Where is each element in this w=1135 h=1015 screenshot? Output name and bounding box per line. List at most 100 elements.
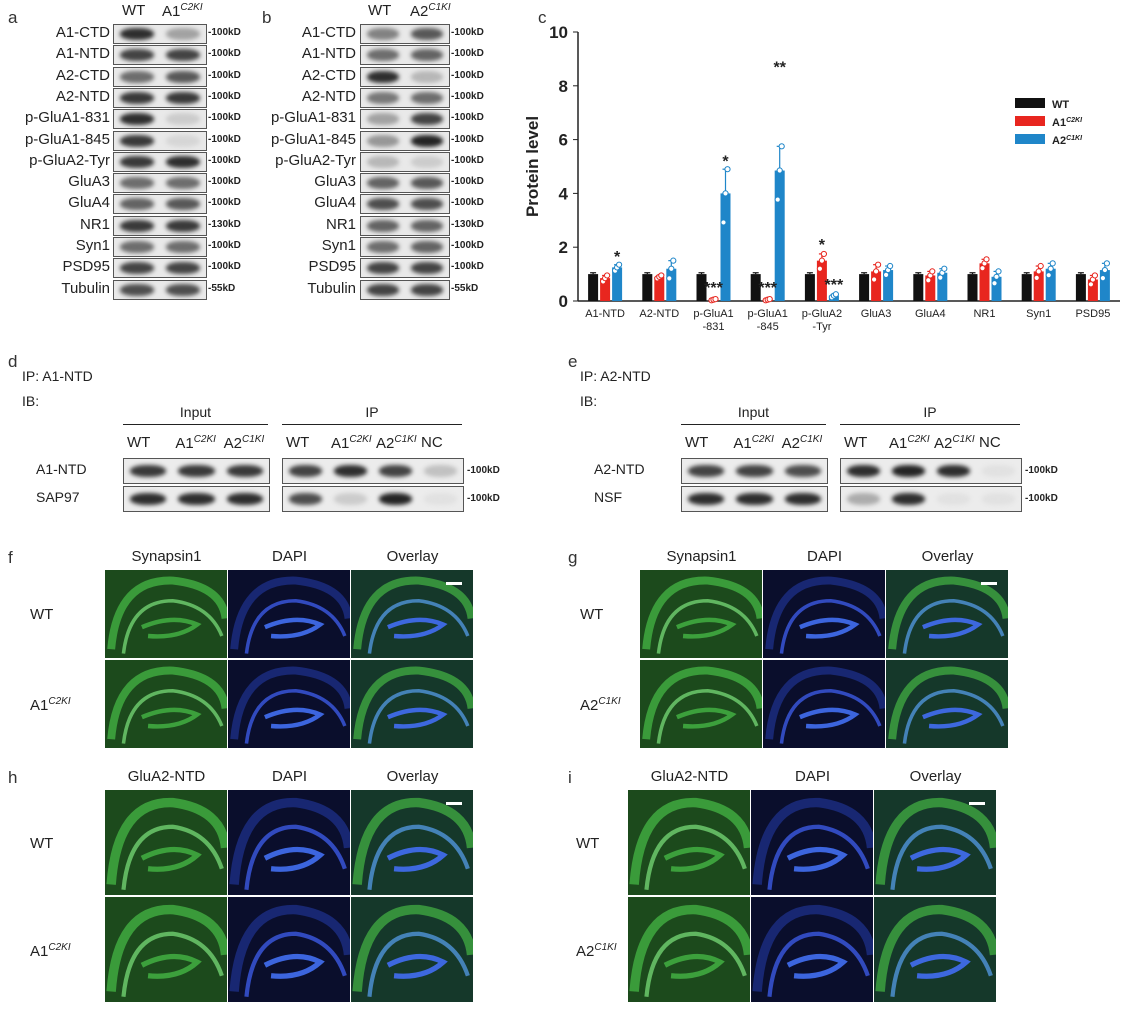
legend-entry: WT [1052,99,1069,111]
hippocampus-inner-arc [121,599,224,654]
ip_d-band [334,465,367,477]
blot_b-row-label: GluA4 [314,194,356,212]
data-point [1035,268,1042,275]
micro_i-hippocampus-drawing [875,904,996,997]
data-point [712,296,719,303]
micro_h-col-label: GluA2-NTD [127,768,206,785]
ip_d-ip-header: IP [365,404,379,420]
blot_b-band [411,241,443,253]
significance-marker: *** [704,280,723,297]
blot_b-band [411,155,443,168]
blot_a-lane-mut: A1C2KI [162,2,203,20]
ip_d-ip-lane: A1C2KI [331,434,372,452]
ip_e-input-lane-sup: C2KI [751,434,774,445]
blot_a-row-label: p-GluA1-831 [24,109,110,127]
hippocampus-outer-arc [353,576,473,650]
hippocampus-outer-arc [888,576,1008,650]
legend-swatch [1015,134,1045,144]
micro_i-image-tile [628,790,750,895]
blot_b-row-label: A2-CTD [301,66,356,84]
blot_b-band [411,28,443,40]
ip_d-ip-lane: A2C1KI [376,434,417,452]
micro_g-hippocampus-drawing [888,576,1008,654]
micro_h-row-label: A1C2KI [30,942,71,960]
blot_a-band [120,241,154,253]
y-tick-label: 0 [559,292,568,311]
hippocampus-inner-arc [779,599,882,654]
blot_a-lane-wt-text: WT [122,2,146,19]
micro_h-image-tile [351,897,473,1002]
blot_a-strip [113,215,207,236]
ip_e-row-label: A2-NTD [594,461,645,477]
panel-label-f: f [8,548,13,567]
micro_f-col-label: Synapsin1 [131,548,202,565]
ip_e-band [736,465,773,477]
ip_e-kd-marker: -100kD [1025,493,1058,504]
hippocampus-outer-arc [229,904,350,992]
blot_a-kd-marker: -130kD [208,218,241,230]
data-point [816,265,823,272]
ip_d-band [379,493,412,505]
blot_b-band [367,49,399,62]
hippocampus-inner-arc [121,931,224,997]
micro_g-row-label: A2C1KI [580,696,621,714]
hippocampus-outer-arc [752,797,873,885]
bar-wt [588,274,599,301]
blot_b-kd-marker: -100kD [451,90,484,102]
bar-a2 [612,267,623,301]
bar-wt [967,274,978,301]
bar-a1 [979,263,990,301]
hippocampus-outer-arc [107,666,227,740]
micro_g-col-label: Overlay [921,548,974,565]
blot_a-kd-marker: -100kD [208,176,241,188]
ip_d-input-lane: A2C1KI [224,434,265,452]
ip_d-kd-marker: -100kD [467,493,500,504]
blot_a-row-label: A2-CTD [55,66,110,84]
blot_a-band [166,241,200,253]
ip_d-ip-lane-text: A2 [376,435,395,452]
ip_e-band [688,493,725,505]
micro_f-hippocampus-drawing [107,666,227,744]
blot_b-band [367,91,399,104]
blot_a-band [120,283,154,296]
micro_g-image-tile [763,570,885,658]
blot_b-band [367,155,399,168]
ip_e-input-strip [681,486,828,512]
bar-wt [913,274,924,301]
ip_e-input-lane: A2C1KI [782,434,823,452]
legend-entry-name: WT [1052,99,1069,111]
hippocampus-inner-arc [121,824,224,890]
data-point [724,166,731,173]
ip_e-ip-lane: A1C2KI [889,434,930,452]
blot_a-row-label: p-GluA2-Tyr [29,151,110,169]
panel-label-e: e [568,352,578,371]
blot_a-band [120,177,154,190]
dentate-gyrus-arc [386,846,448,872]
data-point [616,261,623,268]
blot_a-band [120,155,154,168]
blot_b-strip [360,130,450,151]
blot_b-row-label: NR1 [325,215,356,233]
significance-marker: *** [825,277,844,294]
ip_e-band [784,493,821,505]
data-point [1037,262,1044,270]
dentate-gyrus-arc [140,953,202,979]
data-point [720,219,727,226]
dentate-gyrus-arc [141,707,202,729]
blot_b-row-label: A1-CTD [301,24,356,41]
blot_a-row-label: A1-NTD [55,45,110,63]
ip_d-input-lane: WT [127,434,150,451]
micro_g-image-tile [886,660,1008,748]
bar-a1 [871,271,882,301]
hippocampus-outer-arc [352,904,473,992]
blot_a-row-label: PSD95 [62,258,110,276]
blot_a-band [166,219,200,232]
blot_b-strip [360,173,450,194]
micro_h-hippocampus-drawing [229,904,350,997]
micro_i-hippocampus-drawing [752,797,873,890]
ip_d-ip-title: IP: A1-NTD [22,368,93,384]
micro_g-scale-bar [981,582,997,585]
data-point [873,268,880,275]
blot_b-kd-marker: -100kD [451,48,484,60]
